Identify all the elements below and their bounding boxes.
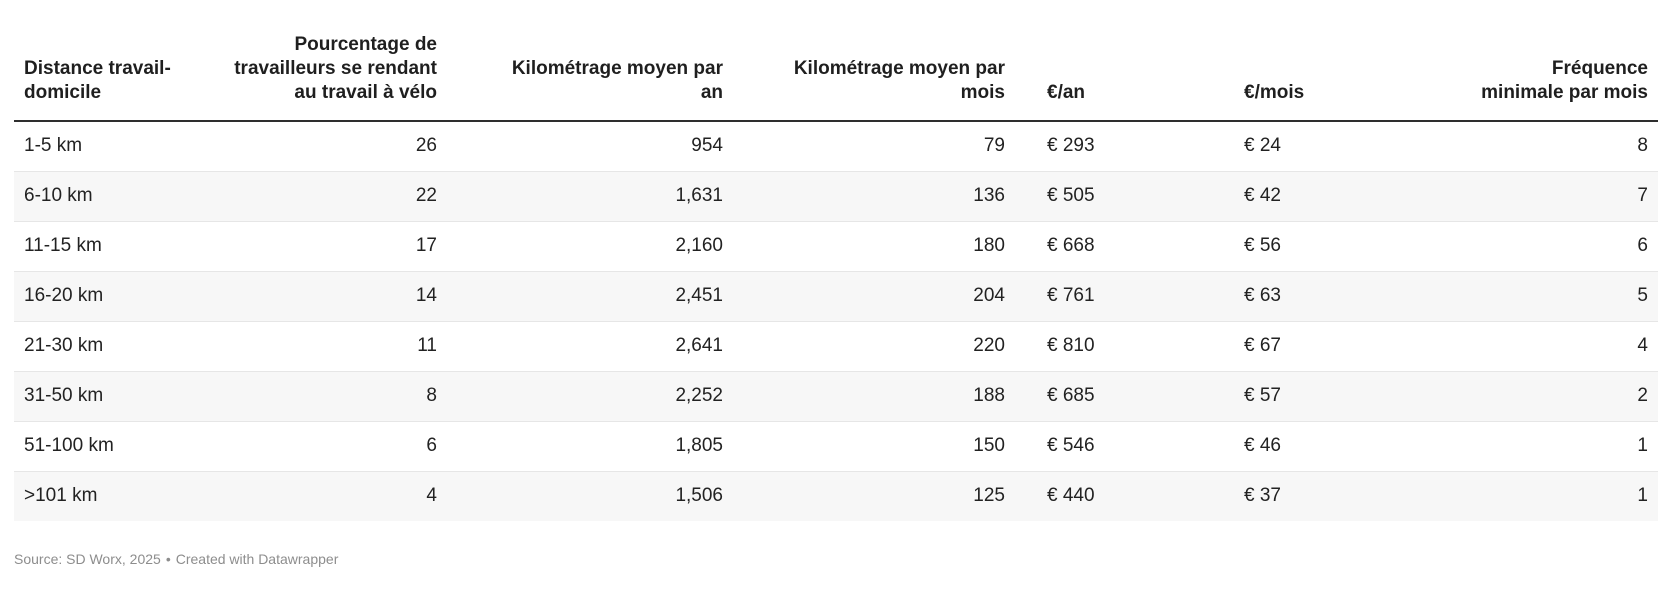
- cell: € 810: [1015, 320, 1234, 371]
- cell: 26: [415, 135, 437, 157]
- cell: € 293: [1047, 135, 1095, 157]
- table-footer: Source: SD Worx, 2025 • Created with Dataw…: [14, 551, 1672, 568]
- cell: € 24: [1244, 135, 1281, 157]
- cell: € 668: [1015, 220, 1234, 271]
- cell: € 63: [1234, 270, 1460, 321]
- cell: € 67: [1234, 320, 1460, 371]
- column-header-km-an: Kilométrage moyen par an: [447, 8, 733, 122]
- cell: € 37: [1234, 470, 1460, 521]
- cell: 22: [212, 170, 447, 221]
- data-table: Distance travail- domicile Pourcentage d…: [14, 8, 1658, 521]
- cell: 180: [733, 220, 1015, 271]
- row-label-cell: >101 km: [14, 470, 212, 521]
- cell: 14: [212, 270, 447, 321]
- cell: 2,641: [447, 320, 733, 371]
- cell: 4: [212, 470, 447, 521]
- table-row: 51-100 km 6 1,805 150 € 546 € 46 1: [14, 420, 1658, 471]
- cell: 2,451: [447, 270, 733, 321]
- row-label-cell: 1-5 km: [24, 135, 83, 157]
- table-row: 16-20 km 14 2,451 204 € 761 € 63 5: [14, 270, 1658, 321]
- cell: 17: [212, 220, 447, 271]
- cell: 5: [1460, 270, 1658, 321]
- cell: 2: [1460, 370, 1658, 421]
- row-label-cell: 51-100 km: [14, 420, 212, 471]
- cell: € 505: [1015, 170, 1234, 221]
- source-text: Source: SD Worx, 2025: [14, 551, 161, 567]
- datawrapper-credit-link[interactable]: Created with Datawrapper: [175, 551, 339, 567]
- column-header-eur-an: €/an: [1015, 8, 1234, 122]
- datawrapper-table-widget: Distance travail- domicile Pourcentage d…: [14, 8, 1672, 568]
- cell: 6: [1460, 220, 1658, 271]
- cell: 188: [733, 370, 1015, 421]
- cell: 136: [733, 170, 1015, 221]
- cell: 8: [212, 370, 447, 421]
- cell: € 42: [1234, 170, 1460, 221]
- table-row: >101 km 4 1,506 125 € 440 € 37 1: [14, 470, 1658, 521]
- cell: € 761: [1015, 270, 1234, 321]
- column-header-distance: Distance travail- domicile: [14, 8, 212, 122]
- cell: 125: [733, 470, 1015, 521]
- cell: 6: [212, 420, 447, 471]
- table-row: 11-15 km 17 2,160 180 € 668 € 56 6: [14, 220, 1658, 271]
- cell: 79: [983, 135, 1005, 157]
- table-row: 1-5 km 26 954 79 € 293 € 24 8: [14, 121, 1658, 171]
- column-header-pourcentage: Pourcentage de travailleurs se rendant a…: [212, 8, 447, 122]
- cell: 220: [733, 320, 1015, 371]
- cell: € 546: [1015, 420, 1234, 471]
- cell: € 685: [1015, 370, 1234, 421]
- cell: 204: [733, 270, 1015, 321]
- cell: € 46: [1234, 420, 1460, 471]
- table-row: 6-10 km 22 1,631 136 € 505 € 42 7: [14, 170, 1658, 221]
- table-row: 31-50 km 8 2,252 188 € 685 € 57 2: [14, 370, 1658, 421]
- cell: 150: [733, 420, 1015, 471]
- footer-separator: •: [165, 551, 171, 567]
- cell: 1,805: [447, 420, 733, 471]
- cell: 1: [1460, 470, 1658, 521]
- cell: 954: [691, 135, 723, 157]
- row-label-cell: 16-20 km: [14, 270, 212, 321]
- row-label-cell: 31-50 km: [14, 370, 212, 421]
- cell: 1,631: [447, 170, 733, 221]
- cell: 8: [1637, 135, 1648, 157]
- cell: 7: [1460, 170, 1658, 221]
- cell: 1,506: [447, 470, 733, 521]
- column-header-eur-mois: €/mois: [1234, 8, 1460, 122]
- cell: 11: [212, 320, 447, 371]
- cell: € 57: [1234, 370, 1460, 421]
- cell: 2,160: [447, 220, 733, 271]
- row-label-cell: 6-10 km: [14, 170, 212, 221]
- table-header: Distance travail- domicile Pourcentage d…: [14, 8, 1658, 122]
- row-label-cell: 21-30 km: [14, 320, 212, 371]
- cell: 1: [1460, 420, 1658, 471]
- cell: 2,252: [447, 370, 733, 421]
- header-row: Distance travail- domicile Pourcentage d…: [14, 8, 1658, 122]
- table-body: 1-5 km 26 954 79 € 293 € 24 8 6-10 km 22…: [14, 121, 1658, 521]
- table-row: 21-30 km 11 2,641 220 € 810 € 67 4: [14, 320, 1658, 371]
- column-header-km-mois: Kilométrage moyen par mois: [733, 8, 1015, 122]
- cell: € 440: [1015, 470, 1234, 521]
- column-header-frequence: Fréquence minimale par mois: [1460, 8, 1658, 122]
- cell: 4: [1460, 320, 1658, 371]
- row-label-cell: 11-15 km: [14, 220, 212, 271]
- cell: € 56: [1234, 220, 1460, 271]
